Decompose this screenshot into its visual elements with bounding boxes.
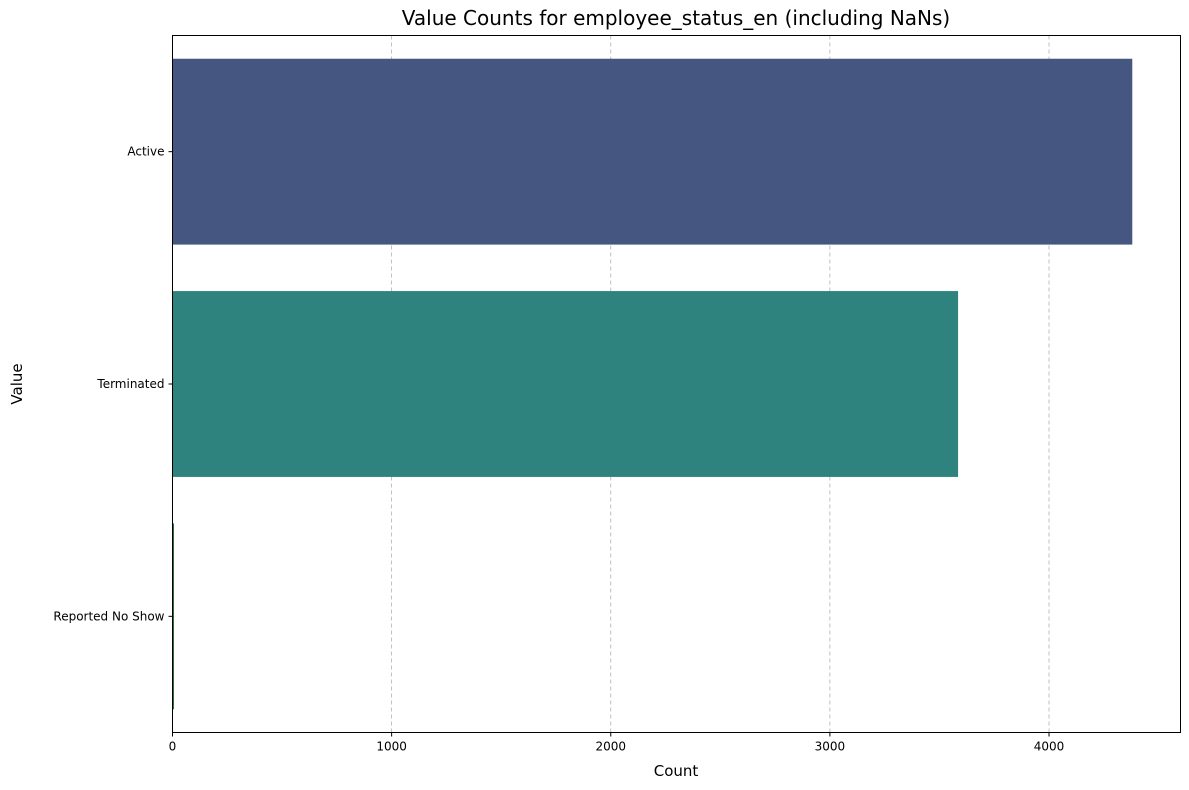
bar-active xyxy=(172,58,1133,245)
bar-terminated xyxy=(172,291,959,477)
x-axis-ticks: 0 1000 2000 3000 4000 xyxy=(169,732,1065,754)
y-tick-label: Active xyxy=(127,145,164,159)
x-tick-label: 1000 xyxy=(376,740,407,754)
y-axis-label: Value xyxy=(8,363,26,404)
x-tick-label: 0 xyxy=(169,740,177,754)
y-tick-label: Reported No Show xyxy=(53,609,164,623)
x-axis-label: Count xyxy=(654,762,699,780)
y-tick-label: Terminated xyxy=(96,377,164,391)
x-tick-label: 4000 xyxy=(1034,740,1065,754)
bar-reported-no-show xyxy=(172,523,174,710)
y-axis-ticks: Active Terminated Reported No Show xyxy=(53,145,173,623)
x-tick-label: 3000 xyxy=(815,740,846,754)
chart-title: Value Counts for employee_status_en (inc… xyxy=(402,6,950,30)
bars xyxy=(172,58,1133,710)
x-tick-label: 2000 xyxy=(595,740,626,754)
